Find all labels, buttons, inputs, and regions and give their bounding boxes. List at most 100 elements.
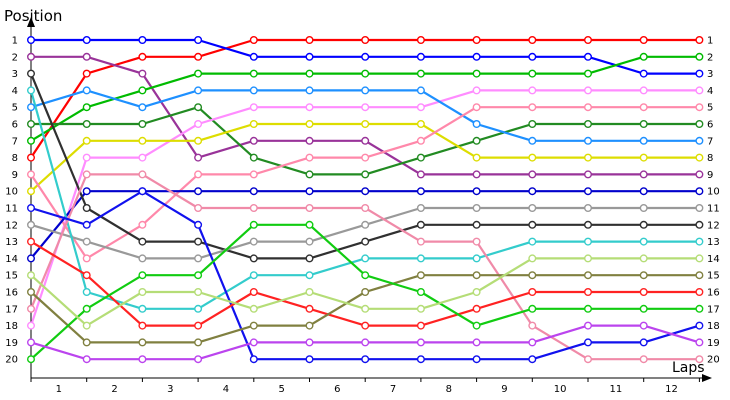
series-point: [472, 338, 481, 347]
right-tick-label: 18: [707, 321, 720, 332]
x-tick-label: 1: [56, 384, 62, 395]
series-point: [138, 170, 147, 179]
series-point: [584, 254, 593, 263]
series-point: [528, 271, 537, 280]
series-point: [194, 86, 203, 95]
series-point: [416, 136, 425, 145]
series-point: [305, 36, 314, 45]
series-point: [27, 170, 36, 179]
series-point: [416, 36, 425, 45]
series-point: [528, 187, 537, 196]
series-point: [472, 153, 481, 162]
right-tick-label: 19: [707, 338, 720, 349]
x-tick-label: 6: [334, 384, 340, 395]
right-tick-label: 6: [707, 120, 713, 131]
series-point: [361, 338, 370, 347]
series-point: [528, 103, 537, 112]
series-point: [249, 103, 258, 112]
x-axis-title: Laps: [672, 360, 705, 376]
right-tick-label: 1: [707, 36, 713, 47]
right-tick-label: 4: [707, 86, 713, 97]
series-point: [249, 338, 258, 347]
series-point: [639, 187, 648, 196]
series-point: [361, 237, 370, 246]
series-point: [27, 271, 36, 280]
series-point: [528, 136, 537, 145]
x-tick-labels: 1 2 3 4 5 6 7 8 9 10 11 12: [30, 378, 700, 395]
series-point: [82, 254, 91, 263]
right-tick-label: 16: [707, 288, 720, 299]
series-point: [194, 136, 203, 145]
series-point: [138, 69, 147, 78]
series-point: [416, 187, 425, 196]
y-tick-label: 1: [12, 36, 18, 47]
series-point: [528, 36, 537, 45]
series-point: [305, 304, 314, 313]
series-point: [138, 304, 147, 313]
y-tick-label: 14: [5, 254, 18, 265]
series-point: [472, 321, 481, 330]
series-point: [27, 103, 36, 112]
series-point: [249, 203, 258, 212]
series-point: [27, 288, 36, 297]
right-tick-label: 13: [707, 237, 720, 248]
y-tick-label: 20: [5, 355, 18, 366]
series-point: [416, 153, 425, 162]
series-point: [584, 203, 593, 212]
series-point: [695, 321, 704, 330]
series-point: [138, 119, 147, 128]
series-point: [695, 271, 704, 280]
series-point: [639, 170, 648, 179]
series-point: [249, 254, 258, 263]
series-point: [584, 355, 593, 364]
axes: Position Laps: [4, 7, 712, 382]
series-line: [30, 206, 700, 260]
series-point: [416, 321, 425, 330]
series-point: [27, 254, 36, 263]
right-tick-label: 14: [707, 254, 720, 265]
series-point: [584, 338, 593, 347]
series-point: [361, 170, 370, 179]
series-point: [416, 69, 425, 78]
y-tick-label: 13: [5, 237, 18, 248]
series-point: [249, 288, 258, 297]
series-point: [194, 288, 203, 297]
right-tick-label: 7: [707, 136, 713, 147]
series-point: [695, 187, 704, 196]
series-point: [584, 103, 593, 112]
series-point: [249, 136, 258, 145]
series-point: [194, 119, 203, 128]
series-point: [639, 52, 648, 61]
series-point: [27, 220, 36, 229]
series-point: [528, 203, 537, 212]
series-point: [639, 119, 648, 128]
series-point: [528, 86, 537, 95]
series-point: [27, 338, 36, 347]
series-point: [194, 170, 203, 179]
series-point: [305, 237, 314, 246]
series-point: [27, 136, 36, 145]
right-tick-label: 20: [707, 355, 720, 366]
series-point: [416, 103, 425, 112]
right-tick-label: 15: [707, 271, 720, 282]
y-tick-label: 12: [5, 220, 18, 231]
series-point: [472, 170, 481, 179]
series-point: [472, 103, 481, 112]
series-point: [528, 237, 537, 246]
y-axis-arrow: [27, 17, 35, 27]
series-point: [82, 288, 91, 297]
series-point: [194, 220, 203, 229]
y-tick-label: 9: [12, 170, 18, 181]
series-point: [361, 36, 370, 45]
series-point: [305, 103, 314, 112]
series-point: [695, 338, 704, 347]
series-point: [416, 119, 425, 128]
series-point: [249, 52, 258, 61]
series-point: [695, 170, 704, 179]
series-point: [361, 271, 370, 280]
series-point: [584, 36, 593, 45]
series-point: [584, 119, 593, 128]
series-point: [695, 153, 704, 162]
